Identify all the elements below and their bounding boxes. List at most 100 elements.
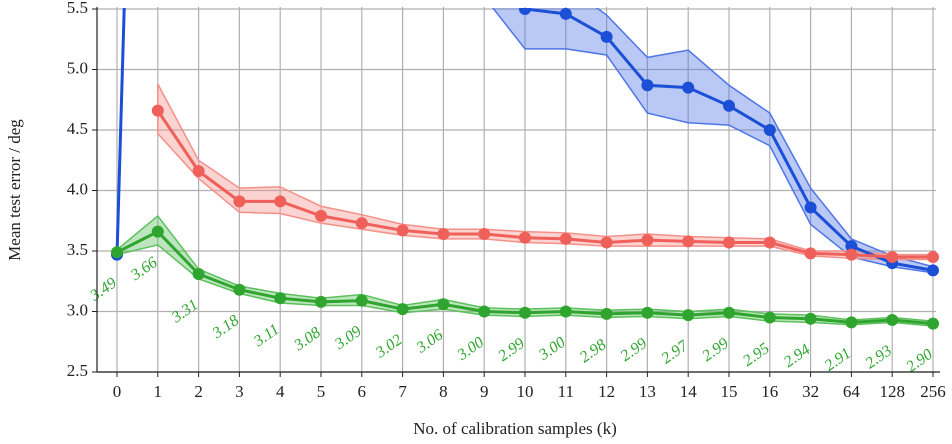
point (682, 81, 695, 94)
point (927, 251, 939, 264)
value-label: 3.00 (454, 334, 488, 365)
value-label: 3.06 (413, 327, 447, 358)
point (927, 317, 939, 330)
point (233, 283, 246, 296)
point (519, 231, 531, 244)
value-label: 2.91 (822, 345, 855, 375)
point (519, 8, 531, 15)
point (804, 312, 817, 325)
point (886, 251, 899, 264)
x-tick-label: 2 (194, 382, 203, 401)
point (682, 235, 695, 248)
y-tick-label: 4.5 (67, 119, 88, 138)
value-label: 3.66 (127, 254, 161, 285)
point (233, 195, 246, 208)
point (804, 247, 817, 260)
point (396, 224, 409, 237)
x-tick-label: 32 (802, 382, 819, 401)
point (437, 228, 450, 241)
x-tick-label: 256 (920, 382, 946, 401)
point (600, 307, 613, 320)
point (886, 313, 899, 326)
point (111, 246, 123, 259)
point (723, 99, 735, 112)
value-label: 3.08 (290, 324, 324, 355)
x-tick-label: 0 (113, 382, 122, 401)
x-tick-label: 8 (439, 382, 448, 401)
value-label: 2.93 (862, 342, 895, 372)
point (763, 236, 776, 249)
point (600, 30, 613, 43)
x-tick-label: 12 (598, 382, 615, 401)
y-tick-label: 2.5 (67, 361, 88, 380)
point (151, 104, 164, 117)
point (478, 228, 491, 241)
value-label: 3.18 (209, 312, 243, 343)
series-line (156, 109, 933, 259)
x-tick-label: 3 (235, 382, 244, 401)
value-label: 3.11 (250, 321, 283, 351)
point (641, 306, 654, 319)
y-tick-label: 5.5 (67, 0, 88, 17)
point (559, 232, 572, 245)
axes: 2.53.03.54.04.55.05.50 1 2 3 4 5 6 7 8 9 10 11 12 13 1… (67, 0, 946, 401)
x-tick-label: 7 (398, 382, 407, 401)
value-label: 2.94 (781, 341, 814, 371)
value-label: 2.99 (699, 335, 732, 365)
value-label: 3.02 (372, 331, 406, 362)
point (437, 298, 450, 311)
value-label: 2.98 (577, 336, 610, 366)
value-label: 3.49 (86, 275, 120, 306)
point (315, 209, 327, 222)
point (763, 311, 776, 324)
point (192, 267, 205, 280)
x-tick-label: 128 (879, 382, 905, 401)
x-tick-label: 10 (517, 382, 534, 401)
y-axis-label: Mean test error / deg (5, 119, 24, 261)
x-tick-label: 9 (480, 382, 489, 401)
x-tick-label: 5 (317, 382, 326, 401)
point (274, 195, 287, 208)
point (682, 309, 695, 322)
error-band (157, 83, 934, 261)
point (192, 165, 205, 178)
point (478, 305, 491, 318)
x-tick-label: 11 (558, 382, 574, 401)
x-tick-label: 6 (358, 382, 367, 401)
point (845, 240, 858, 253)
point (519, 306, 531, 319)
x-tick-label: 13 (639, 382, 656, 401)
value-label: 2.99 (495, 335, 528, 365)
point (600, 236, 613, 249)
y-tick-label: 3.5 (67, 240, 88, 259)
value-label: 3.09 (331, 323, 365, 354)
x-tick-label: 15 (721, 382, 738, 401)
point (845, 248, 858, 261)
y-tick-label: 5.0 (67, 58, 88, 77)
value-label: 3.00 (535, 334, 569, 365)
point (396, 303, 409, 316)
value-label: 2.99 (618, 335, 651, 365)
point (927, 264, 939, 277)
x-tick-label: 16 (761, 382, 778, 401)
lines (111, 8, 939, 330)
x-tick-label: 4 (276, 382, 285, 401)
x-tick-label: 14 (680, 382, 698, 401)
value-label: 2.95 (740, 340, 773, 370)
point (804, 201, 817, 214)
value-label: 2.97 (658, 337, 692, 368)
point (845, 316, 858, 329)
point (355, 294, 368, 307)
value-label: 3.31 (168, 296, 202, 327)
point (315, 295, 327, 308)
point (641, 79, 654, 92)
y-tick-label: 4.0 (67, 179, 88, 198)
point (151, 225, 164, 238)
point (559, 8, 572, 20)
point (723, 306, 735, 319)
x-tick-label: 1 (154, 382, 163, 401)
point (355, 217, 368, 230)
x-tick-label: 64 (843, 382, 861, 401)
x-axis-label: No. of calibration samples (k) (413, 419, 616, 438)
